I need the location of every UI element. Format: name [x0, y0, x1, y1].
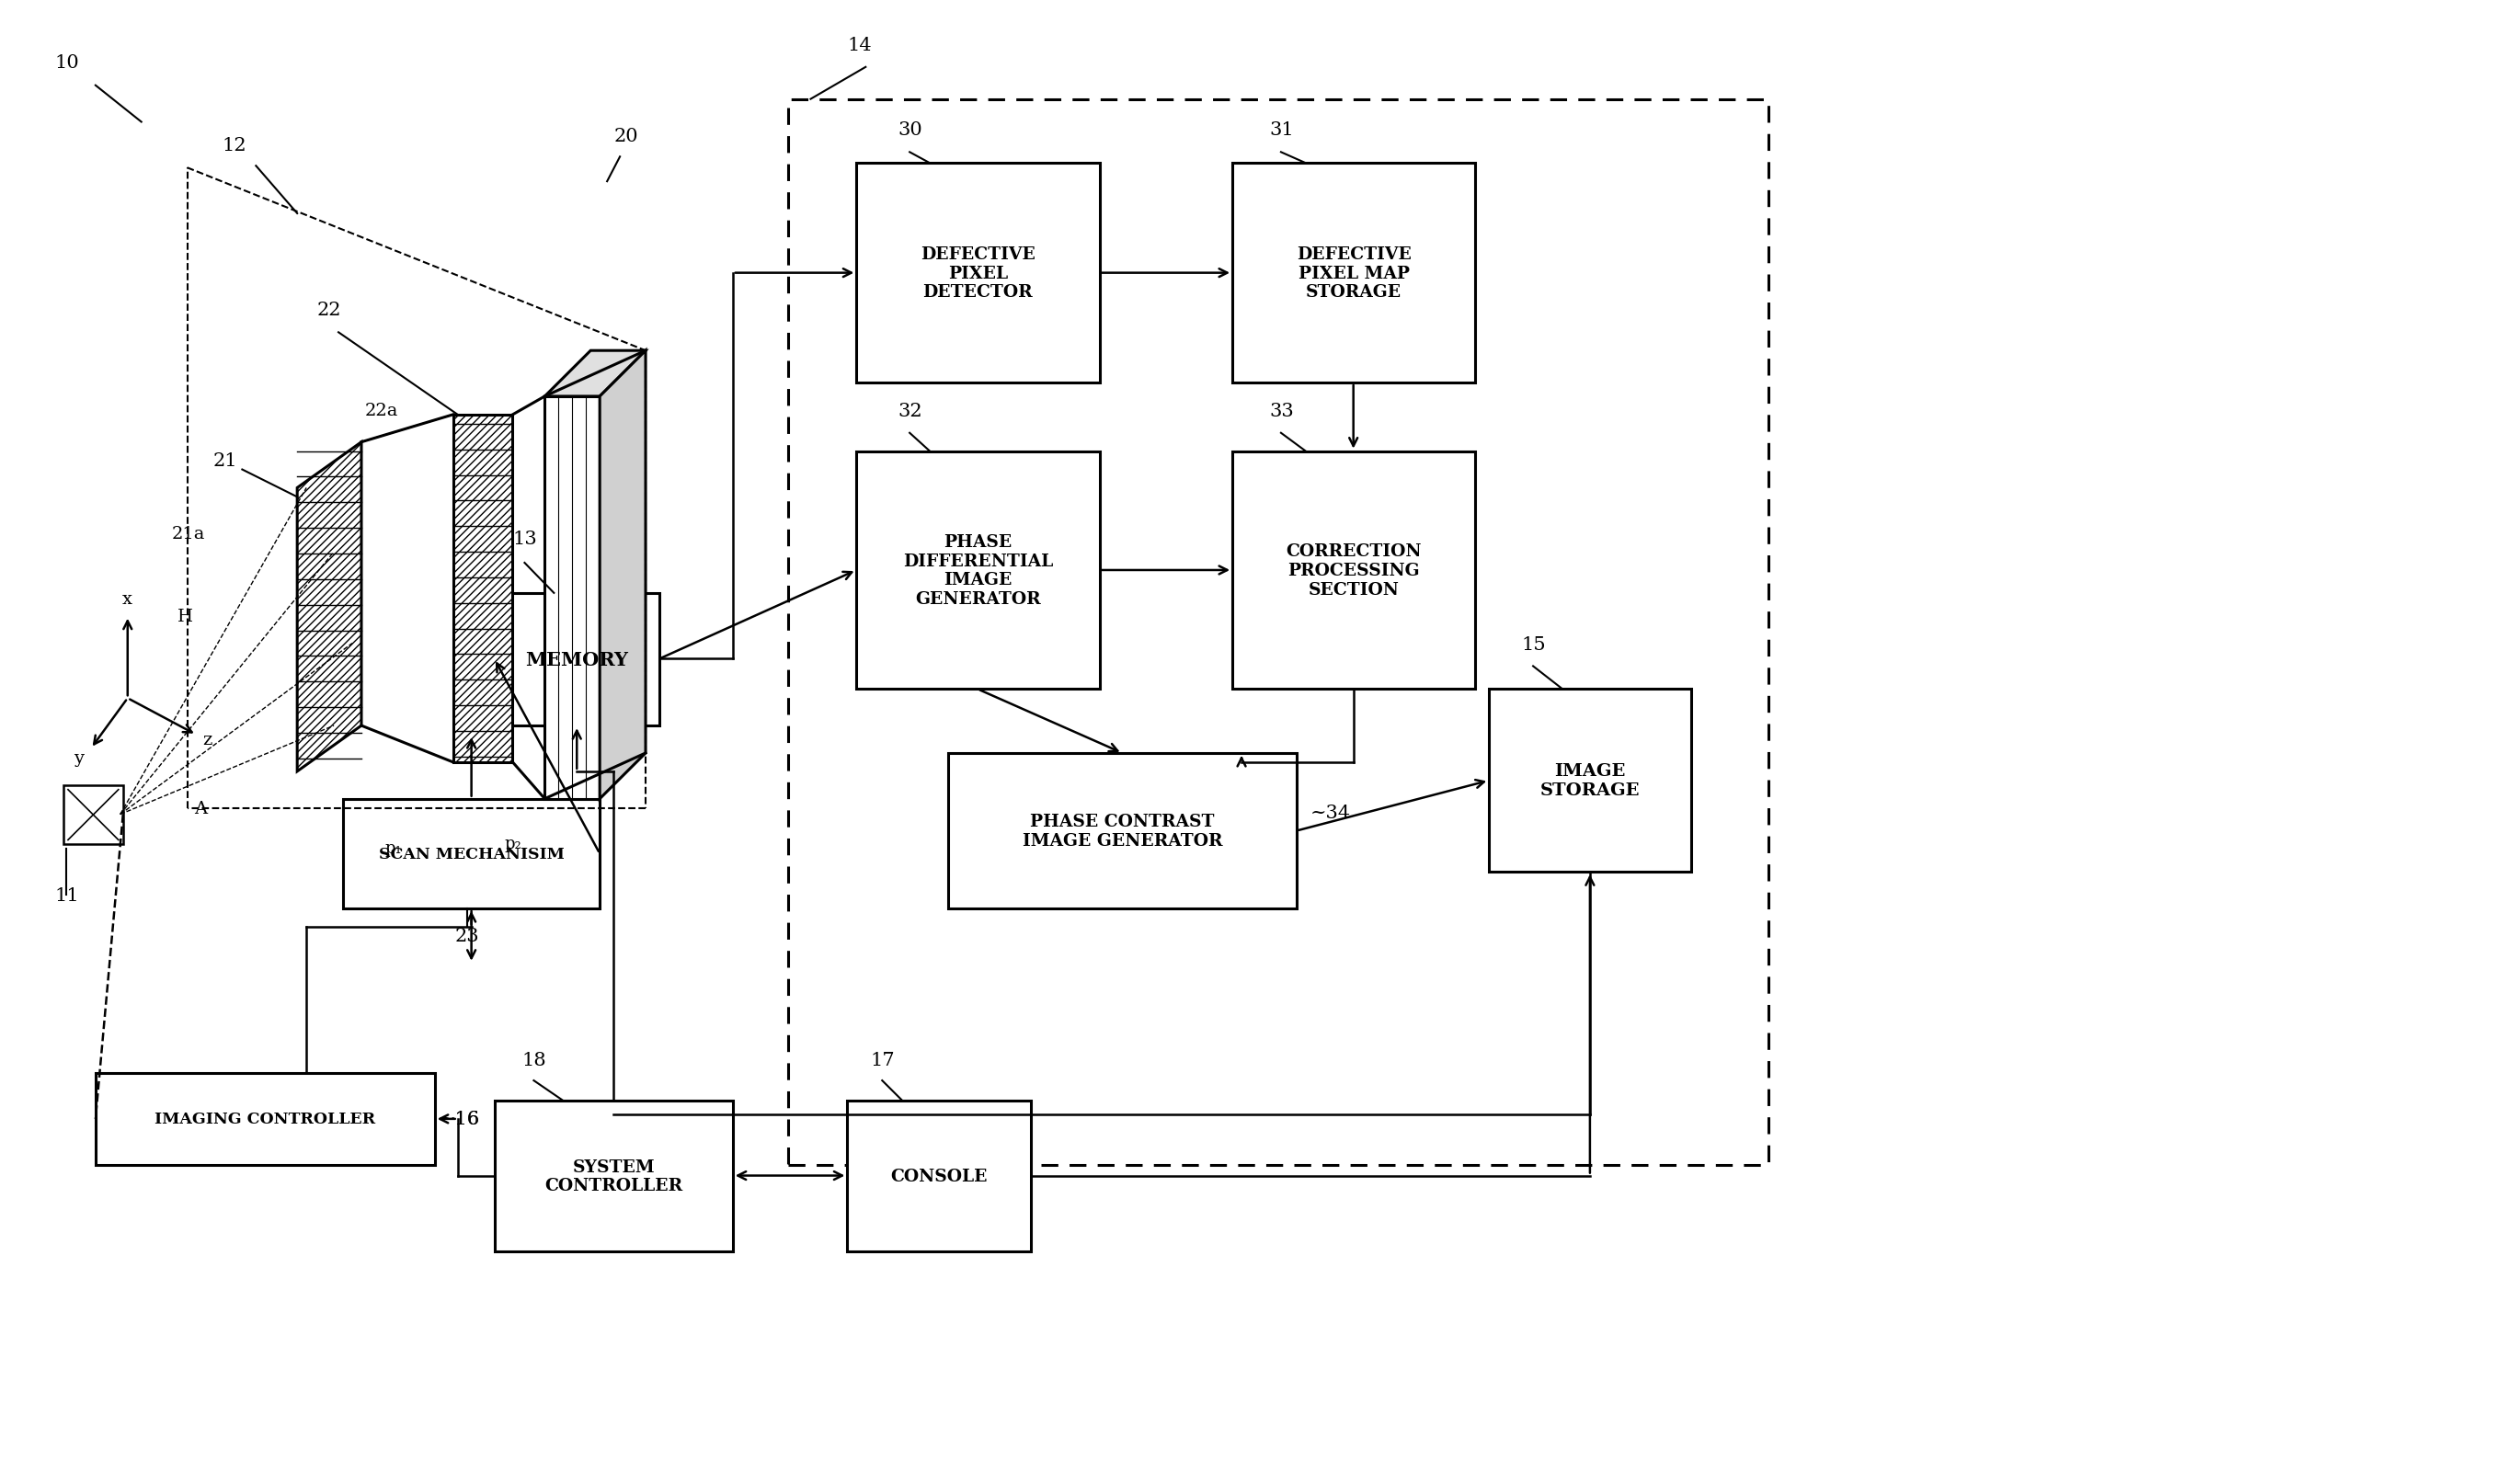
Text: PHASE CONTRAST
IMAGE GENERATOR: PHASE CONTRAST IMAGE GENERATOR	[1022, 813, 1223, 849]
Text: CONSOLE: CONSOLE	[891, 1168, 987, 1184]
Text: SCAN MECHANISIM: SCAN MECHANISIM	[378, 846, 564, 862]
Text: 32: 32	[899, 402, 921, 420]
Text: 18: 18	[521, 1051, 546, 1068]
Bar	[96, 1073, 435, 1165]
Bar	[949, 754, 1296, 908]
Text: p₂: p₂	[503, 835, 521, 852]
Bar	[1233, 451, 1475, 690]
Text: H: H	[179, 608, 194, 625]
Text: 12: 12	[221, 137, 247, 154]
Polygon shape	[297, 442, 362, 772]
Polygon shape	[599, 352, 644, 800]
Text: p₁: p₁	[385, 840, 403, 856]
Bar	[342, 800, 599, 908]
Text: DEFECTIVE
PIXEL MAP
STORAGE: DEFECTIVE PIXEL MAP STORAGE	[1296, 246, 1412, 301]
Text: z: z	[204, 732, 211, 748]
Text: IMAGE
STORAGE: IMAGE STORAGE	[1540, 763, 1639, 798]
Bar	[493, 594, 659, 726]
Text: 13: 13	[513, 530, 536, 548]
Text: DEFECTIVE
PIXEL
DETECTOR: DEFECTIVE PIXEL DETECTOR	[921, 246, 1034, 301]
Text: 30: 30	[899, 122, 921, 139]
Text: 22: 22	[317, 301, 342, 319]
Text: 15: 15	[1520, 635, 1545, 653]
Text: ~16: ~16	[440, 1110, 481, 1128]
Bar	[63, 785, 123, 844]
Bar	[848, 1101, 1029, 1251]
Text: IMAGING CONTROLLER: IMAGING CONTROLLER	[154, 1112, 375, 1126]
Text: ~34: ~34	[1311, 804, 1352, 822]
Bar	[856, 163, 1100, 383]
Text: SYSTEM
CONTROLLER: SYSTEM CONTROLLER	[544, 1159, 682, 1195]
Text: 22a: 22a	[365, 402, 398, 418]
Text: 21a: 21a	[171, 525, 206, 542]
Text: 31: 31	[1269, 122, 1294, 139]
Text: 33: 33	[1269, 402, 1294, 420]
Polygon shape	[544, 352, 644, 396]
Polygon shape	[544, 396, 599, 800]
Text: A: A	[194, 800, 206, 816]
Text: 17: 17	[871, 1051, 894, 1068]
Text: CORRECTION
PROCESSING
SECTION: CORRECTION PROCESSING SECTION	[1286, 543, 1422, 598]
Text: y: y	[73, 749, 83, 766]
Text: x: x	[123, 591, 133, 607]
Text: 11: 11	[55, 886, 78, 904]
Text: 14: 14	[848, 37, 871, 53]
Bar	[1490, 690, 1691, 873]
Text: MEMORY: MEMORY	[526, 650, 629, 669]
Text: 10: 10	[55, 53, 78, 71]
Text: PHASE
DIFFERENTIAL
IMAGE
GENERATOR: PHASE DIFFERENTIAL IMAGE GENERATOR	[904, 534, 1052, 607]
Text: 20: 20	[614, 128, 637, 145]
Text: ~16: ~16	[440, 1110, 481, 1128]
Text: 23: 23	[456, 928, 478, 945]
Bar	[1233, 163, 1475, 383]
Text: 21: 21	[214, 453, 237, 469]
Bar	[856, 451, 1100, 690]
Polygon shape	[453, 416, 513, 763]
Bar	[493, 1101, 732, 1251]
